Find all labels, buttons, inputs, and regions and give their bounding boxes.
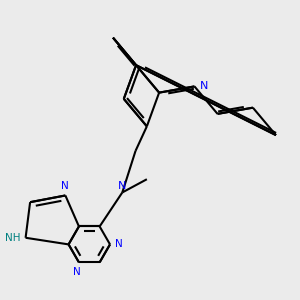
Text: N: N: [61, 181, 69, 190]
Text: N: N: [200, 81, 208, 92]
Text: N: N: [115, 239, 123, 249]
Text: NH: NH: [5, 233, 21, 243]
Text: N: N: [118, 181, 127, 190]
Text: N: N: [73, 267, 81, 277]
